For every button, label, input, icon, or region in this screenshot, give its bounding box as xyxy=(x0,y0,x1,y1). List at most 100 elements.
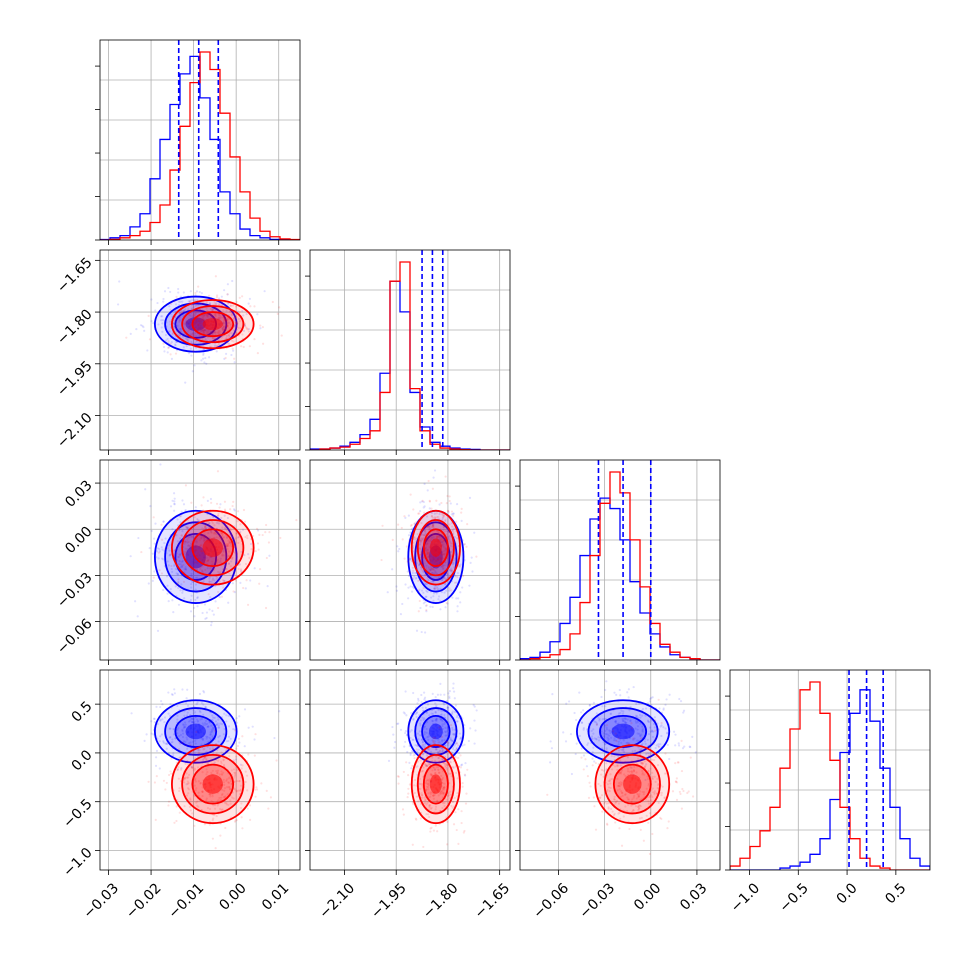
scatter-point-blue xyxy=(625,721,628,725)
scatter-point-red xyxy=(201,571,205,574)
contour-blue xyxy=(576,699,671,764)
scatter-point-blue xyxy=(468,496,472,499)
scatter-point-blue xyxy=(456,605,459,608)
scatter-point-blue xyxy=(184,723,187,726)
scatter-point-red xyxy=(628,770,631,773)
scatter-point-red xyxy=(414,778,417,782)
scatter-point-red xyxy=(188,547,191,551)
scatter-point-blue xyxy=(658,707,661,710)
scatter-point-blue xyxy=(646,738,649,741)
scatter-point-red xyxy=(228,562,231,565)
scatter-point-red xyxy=(461,781,464,785)
scatter-point-blue xyxy=(677,744,681,747)
scatter-point-blue xyxy=(597,716,600,719)
scatter-point-blue xyxy=(422,506,425,509)
scatter-point-blue xyxy=(432,476,435,479)
scatter-point-blue xyxy=(202,352,205,355)
scatter-point-red xyxy=(413,554,417,557)
scatter-point-blue xyxy=(179,553,182,556)
scatter-point-red xyxy=(208,345,212,348)
scatter-point-blue xyxy=(606,736,609,739)
scatter-point-blue xyxy=(646,752,649,755)
scatter-point-red xyxy=(429,538,432,541)
scatter-point-blue xyxy=(201,738,205,742)
scatter-point-blue xyxy=(460,736,463,739)
scatter-point-blue xyxy=(592,746,595,749)
scatter-point-red xyxy=(202,342,205,345)
scatter-point-red xyxy=(437,761,441,764)
scatter-point-blue xyxy=(429,605,432,608)
scatter-point-red xyxy=(461,785,464,788)
scatter-point-red xyxy=(223,789,226,792)
scatter-point-red xyxy=(431,525,435,528)
scatter-point-red xyxy=(225,334,229,338)
scatter-point-blue xyxy=(433,512,436,515)
scatter-point-red xyxy=(451,765,454,769)
histogram-red-p3 xyxy=(520,471,720,660)
scatter-point-red xyxy=(215,294,219,297)
scatter-point-blue xyxy=(449,544,452,547)
scatter-point-red xyxy=(418,579,421,582)
scatter-point-blue xyxy=(210,621,213,624)
scatter-point-blue xyxy=(427,738,430,741)
scatter-point-red xyxy=(201,790,204,793)
scatter-point-blue xyxy=(229,542,232,545)
scatter-point-red xyxy=(421,794,424,797)
scatter-point-blue xyxy=(439,608,442,611)
scatter-point-red xyxy=(434,556,437,559)
scatter-point-blue xyxy=(159,719,162,722)
scatter-point-red xyxy=(203,823,206,826)
scatter-point-blue xyxy=(633,737,636,740)
scatter-point-blue xyxy=(181,300,184,303)
scatter-point-red xyxy=(206,537,209,540)
scatter-point-red xyxy=(217,799,220,802)
contour-red xyxy=(410,509,461,586)
scatter-point-red xyxy=(193,561,196,564)
scatter-point-red xyxy=(433,516,436,519)
scatter-point-red xyxy=(295,518,298,522)
scatter-point-blue xyxy=(634,727,637,730)
scatter-point-blue xyxy=(454,742,457,745)
scatter-point-blue xyxy=(418,563,421,567)
scatter-point-red xyxy=(201,559,204,562)
scatter-point-blue xyxy=(451,726,454,730)
scatter-point-red xyxy=(431,516,435,519)
scatter-point-red xyxy=(244,562,248,566)
scatter-point-red xyxy=(239,523,242,526)
scatter-point-red xyxy=(180,768,183,771)
scatter-point-red xyxy=(208,807,212,811)
scatter-point-blue xyxy=(217,736,220,739)
scatter-point-blue xyxy=(458,732,462,735)
scatter-point-blue xyxy=(190,574,193,577)
scatter-point-blue xyxy=(194,742,197,745)
scatter-point-red xyxy=(429,523,432,526)
scatter-point-blue xyxy=(386,591,389,594)
scatter-point-red xyxy=(426,760,430,763)
scatter-point-red xyxy=(201,550,204,553)
scatter-point-red xyxy=(169,323,172,326)
scatter-point-red xyxy=(639,737,643,740)
scatter-point-red xyxy=(185,794,189,797)
scatter-point-blue xyxy=(206,567,209,570)
scatter-point-blue xyxy=(215,350,218,353)
scatter-point-red xyxy=(424,547,427,551)
scatter-point-blue xyxy=(449,569,452,572)
scatter-point-red xyxy=(195,311,198,314)
scatter-point-red xyxy=(198,749,201,752)
scatter-point-red xyxy=(210,771,213,774)
scatter-point-red xyxy=(642,793,645,796)
scatter-point-red xyxy=(225,319,229,322)
scatter-point-blue xyxy=(412,691,415,695)
scatter-point-blue xyxy=(452,733,455,736)
scatter-point-red xyxy=(223,322,226,325)
scatter-point-red xyxy=(194,320,197,323)
scatter-point-blue xyxy=(439,693,442,696)
scatter-point-blue xyxy=(604,732,608,736)
scatter-point-red xyxy=(637,796,640,799)
scatter-point-red xyxy=(228,754,231,758)
scatter-point-blue xyxy=(623,721,627,724)
scatter-point-red xyxy=(227,544,230,548)
scatter-point-blue xyxy=(188,299,192,303)
scatter-point-red xyxy=(452,531,455,534)
scatter-point-blue xyxy=(410,557,413,561)
